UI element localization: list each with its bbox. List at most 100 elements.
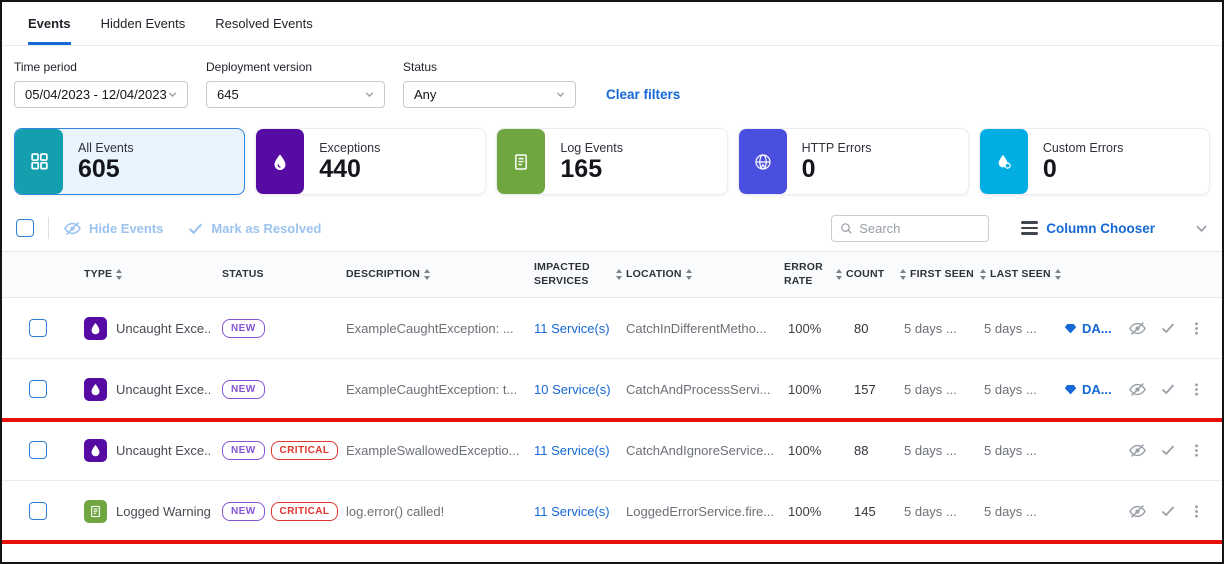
eye-off-icon <box>64 221 81 235</box>
diamond-icon <box>1064 384 1077 394</box>
table-row[interactable]: Logged Warning NEW CRITICAL log.error() … <box>2 481 1222 542</box>
event-description: ExampleCaughtException: t... <box>346 381 518 397</box>
card-value: 605 <box>78 155 120 183</box>
deployment-version-select[interactable]: 645 <box>206 81 385 108</box>
flame-icon <box>84 316 107 340</box>
card-http-errors[interactable]: HTTP Errors 0 <box>737 128 969 195</box>
column-header-impacted-services: IMPACTED SERVICES <box>520 261 616 288</box>
event-location: CatchInDifferentMetho... <box>626 320 767 336</box>
column-header-last-seen: LAST SEEN <box>980 268 1064 282</box>
card-value: 0 <box>801 155 816 183</box>
column-label: LOCATION <box>626 267 682 280</box>
card-custom-errors[interactable]: Custom Errors 0 <box>978 128 1211 195</box>
clear-filters-button[interactable]: Clear filters <box>606 87 681 102</box>
impacted-services-link[interactable]: 10 Service(s) <box>534 381 611 397</box>
sort-icon[interactable] <box>900 269 906 280</box>
table-toolbar: Hide Events Mark as Resolved Column Choo… <box>2 205 1222 251</box>
mark-as-resolved-button[interactable]: Mark as Resolved <box>187 220 321 237</box>
hide-events-button[interactable]: Hide Events <box>63 219 163 238</box>
deployment-version-value: 645 <box>217 87 239 102</box>
event-location: CatchAndProcessServi... <box>626 381 771 397</box>
time-period-filter: Time period 05/04/2023 - 12/04/2023 <box>14 60 188 108</box>
sort-icon[interactable] <box>836 269 842 280</box>
event-type-label: Uncaught Exce... <box>116 320 210 336</box>
document-icon <box>497 129 546 194</box>
sort-icon[interactable] <box>424 269 430 280</box>
card-text: All Events 605 <box>78 141 134 182</box>
resolve-check-icon[interactable] <box>1160 442 1176 458</box>
card-exceptions[interactable]: Exceptions 440 <box>255 128 487 195</box>
card-all-events[interactable]: All Events 605 <box>14 128 246 195</box>
column-header-first-seen: FIRST SEEN <box>900 268 980 282</box>
hide-event-icon[interactable] <box>1128 380 1147 399</box>
sort-icon[interactable] <box>980 269 986 280</box>
tab-hidden-events[interactable]: Hidden Events <box>100 16 186 31</box>
resolve-check-icon[interactable] <box>1160 320 1176 336</box>
card-log-events[interactable]: Log Events 165 <box>496 128 728 195</box>
tab-resolved-events[interactable]: Resolved Events <box>215 16 313 31</box>
card-label: All Events <box>78 141 134 155</box>
column-chooser-button[interactable]: Column Chooser <box>1021 221 1155 236</box>
column-label: FIRST SEEN <box>910 267 974 280</box>
select-all-checkbox[interactable] <box>16 219 34 237</box>
event-description: log.error() called! <box>346 503 445 519</box>
kebab-menu-icon[interactable] <box>1189 442 1204 459</box>
status-select[interactable]: Any <box>403 81 576 108</box>
column-header-description: DESCRIPTION <box>334 268 520 282</box>
row-checkbox[interactable] <box>29 502 47 520</box>
kebab-menu-icon[interactable] <box>1189 381 1204 398</box>
sort-icon[interactable] <box>616 269 622 280</box>
impacted-services-link[interactable]: 11 Service(s) <box>534 442 610 458</box>
hide-event-icon[interactable] <box>1128 441 1147 460</box>
hamburger-icon <box>1021 221 1039 235</box>
event-type-label: Uncaught Exce... <box>116 381 210 397</box>
status-filter: Status Any <box>403 60 576 108</box>
resolve-check-icon[interactable] <box>1160 381 1176 397</box>
event-description: ExampleSwallowedExceptio... <box>346 442 520 458</box>
count-value: 80 <box>854 320 869 336</box>
table-row[interactable]: Uncaught Exce... NEW ExampleCaughtExcept… <box>2 298 1222 359</box>
row-checkbox[interactable] <box>29 380 47 398</box>
kebab-menu-icon[interactable] <box>1189 320 1204 337</box>
search-input[interactable] <box>859 220 981 236</box>
globe-icon <box>738 129 787 194</box>
sort-icon[interactable] <box>1055 269 1061 280</box>
card-label: Log Events <box>560 141 623 155</box>
row-checkbox[interactable] <box>29 441 47 459</box>
hide-event-icon[interactable] <box>1128 502 1147 521</box>
time-period-value: 05/04/2023 - 12/04/2023 <box>25 87 167 102</box>
card-text: HTTP Errors 0 <box>802 141 872 182</box>
hide-event-icon[interactable] <box>1128 319 1147 338</box>
error-rate-value: 100% <box>788 381 822 397</box>
row-checkbox[interactable] <box>29 319 47 337</box>
column-label: ERROR RATE <box>784 260 823 287</box>
document-icon <box>84 499 107 523</box>
flame-icon <box>256 129 305 194</box>
card-label: Exceptions <box>319 141 381 155</box>
table-row[interactable]: Uncaught Exce... NEW CRITICAL ExampleSwa… <box>2 420 1222 481</box>
tab-events[interactable]: Events <box>28 2 71 45</box>
chevron-down-icon[interactable] <box>1195 222 1208 235</box>
dashboard-tag-link[interactable]: DA... <box>1064 321 1112 336</box>
grid-icon <box>15 129 63 194</box>
impacted-services-link[interactable]: 11 Service(s) <box>534 320 610 336</box>
impacted-services-link[interactable]: 11 Service(s) <box>534 503 610 519</box>
card-text: Custom Errors 0 <box>1043 141 1124 182</box>
status-badge-new: NEW <box>222 501 265 521</box>
flame-icon <box>84 438 107 462</box>
sort-icon[interactable] <box>686 269 692 280</box>
diamond-icon <box>1064 323 1077 333</box>
status-badge-new: NEW <box>222 379 265 399</box>
kebab-menu-icon[interactable] <box>1189 503 1204 520</box>
dashboard-tag-link[interactable]: DA... <box>1064 382 1112 397</box>
time-period-select[interactable]: 05/04/2023 - 12/04/2023 <box>14 81 188 108</box>
event-type-label: Uncaught Exce... <box>116 442 210 458</box>
column-chooser-label: Column Chooser <box>1046 220 1155 236</box>
status-badge-critical: CRITICAL <box>270 440 339 460</box>
resolve-check-icon[interactable] <box>1160 503 1176 519</box>
sort-icon[interactable] <box>116 269 122 280</box>
flame-icon <box>84 377 107 401</box>
chevron-down-icon <box>365 92 374 98</box>
table-row[interactable]: Uncaught Exce... NEW ExampleCaughtExcept… <box>2 359 1222 420</box>
card-value: 165 <box>560 155 603 183</box>
